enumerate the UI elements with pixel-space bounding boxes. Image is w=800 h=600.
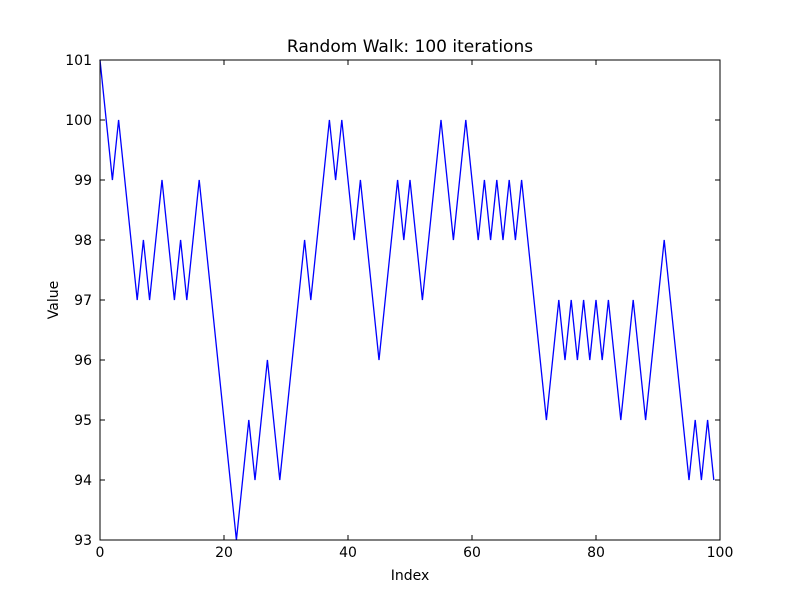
x-tick-label: 40: [339, 545, 357, 561]
y-tick-label: 93: [74, 533, 92, 549]
x-tick-label: 0: [96, 545, 105, 561]
y-tick-label: 101: [65, 53, 92, 69]
y-tick-label: 95: [74, 413, 92, 429]
x-tick-label: 60: [463, 545, 481, 561]
x-tick-label: 80: [587, 545, 605, 561]
y-tick-label: 97: [74, 293, 92, 309]
x-axis-label: Index: [391, 568, 430, 584]
y-tick-label: 94: [74, 473, 92, 489]
x-tick-label: 100: [707, 545, 734, 561]
y-tick-label: 100: [65, 113, 92, 129]
y-tick-label: 99: [74, 173, 92, 189]
chart-title: Random Walk: 100 iterations: [287, 37, 533, 57]
x-tick-label: 20: [215, 545, 233, 561]
series-line: [99, 59, 715, 541]
y-tick-label: 98: [74, 233, 92, 249]
axis-ticks: 0 20 40 60 80 100 93 94 95 96 97 98 99 100 101: [65, 53, 733, 561]
y-axis-label: Value: [46, 281, 62, 319]
plot-frame: [99, 59, 721, 541]
y-tick-label: 96: [74, 353, 92, 369]
